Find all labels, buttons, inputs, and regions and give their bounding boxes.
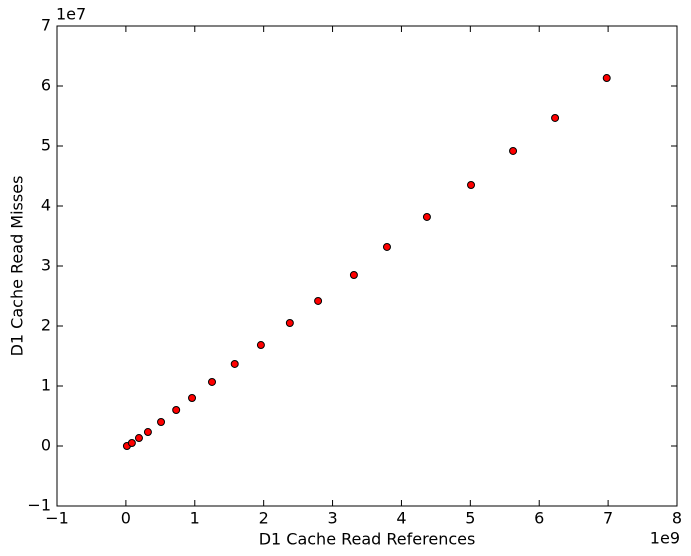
y-tick-label: 0 — [41, 436, 51, 455]
scatter-point — [467, 181, 476, 189]
x-tick-label: 3 — [327, 509, 337, 528]
y-tick-label: 1 — [41, 376, 51, 395]
x-tick-label: 2 — [259, 509, 269, 528]
y-tick-label: 3 — [41, 256, 51, 275]
y-axis-label: D1 Cache Read Misses — [8, 176, 27, 357]
scatter-point — [314, 296, 323, 305]
scatter-point — [208, 377, 216, 386]
scatter-point — [134, 434, 143, 443]
scatter-point — [172, 406, 181, 414]
scatter-point — [422, 212, 431, 221]
y-tick-label: 7 — [41, 16, 51, 35]
y-tick-label: −1 — [27, 496, 51, 515]
x-tick-label: 6 — [534, 509, 544, 528]
x-axis-label: D1 Cache Read References — [259, 530, 476, 549]
x-tick-label: 1 — [190, 509, 200, 528]
y-tick-label: 6 — [41, 76, 51, 95]
scatter-point — [602, 74, 611, 83]
x-tick-label: 5 — [465, 509, 475, 528]
y-tick-label: 4 — [41, 196, 51, 215]
scatter-point — [143, 428, 152, 437]
x-tick-label: 7 — [603, 509, 613, 528]
x-tick-label: 4 — [396, 509, 406, 528]
scatter-point — [256, 341, 265, 350]
scatter-point — [285, 319, 294, 327]
scatter-point — [382, 242, 391, 251]
scatter-point — [349, 271, 358, 279]
scatter-point — [188, 394, 197, 402]
x-offset-text: 1e9 — [650, 529, 680, 548]
scatter-point — [509, 146, 518, 155]
scatter-point — [157, 418, 166, 426]
scatter-point — [551, 113, 560, 122]
y-tick-label: 5 — [41, 136, 51, 155]
x-tick-label: −1 — [45, 509, 69, 528]
x-tick-label: 0 — [121, 509, 131, 528]
x-tick-label: 8 — [672, 509, 682, 528]
scatter-point — [230, 359, 239, 368]
scatter-point — [127, 439, 136, 447]
y-tick-label: 2 — [41, 316, 51, 335]
y-offset-text: 1e7 — [56, 5, 86, 24]
